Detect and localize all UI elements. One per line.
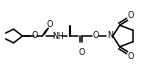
Text: O: O: [127, 11, 134, 20]
Text: N: N: [107, 32, 113, 40]
Text: O: O: [93, 32, 99, 40]
Text: O: O: [46, 20, 52, 29]
Text: O: O: [79, 48, 85, 57]
Text: O: O: [127, 52, 134, 61]
Text: NH: NH: [52, 32, 64, 41]
Text: O: O: [31, 32, 38, 40]
